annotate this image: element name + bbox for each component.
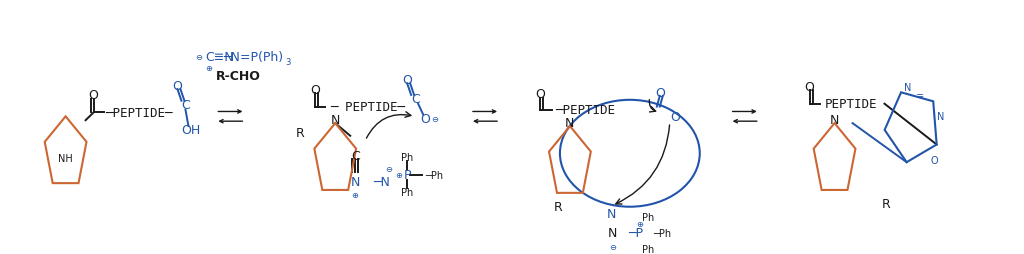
Text: O: O xyxy=(535,88,545,101)
Text: C: C xyxy=(181,99,189,112)
Text: O: O xyxy=(89,89,98,102)
Text: N: N xyxy=(608,227,617,240)
Text: ─ PEPTIDE─: ─ PEPTIDE─ xyxy=(331,101,406,114)
Text: O: O xyxy=(172,80,182,92)
Text: Ph: Ph xyxy=(642,213,654,223)
Text: O: O xyxy=(655,86,665,99)
Text: N: N xyxy=(565,116,574,129)
Text: ─Ph: ─Ph xyxy=(425,170,443,180)
Text: OH: OH xyxy=(181,124,200,137)
Text: Ph: Ph xyxy=(401,187,414,197)
Text: C: C xyxy=(351,149,359,162)
Text: N: N xyxy=(829,113,840,126)
Text: $\ominus$: $\ominus$ xyxy=(431,114,439,123)
Text: N: N xyxy=(350,175,359,188)
Text: O: O xyxy=(310,83,321,96)
Text: R-CHO: R-CHO xyxy=(215,70,260,83)
Text: N: N xyxy=(904,83,911,93)
Text: R: R xyxy=(882,198,891,211)
Text: C≡N: C≡N xyxy=(206,50,234,63)
Text: P: P xyxy=(403,168,411,181)
Text: PEPTIDE: PEPTIDE xyxy=(824,98,878,111)
Text: ─P: ─P xyxy=(628,227,643,240)
Text: Ph: Ph xyxy=(401,153,414,163)
Text: N: N xyxy=(607,207,616,220)
Text: =: = xyxy=(916,91,925,101)
Text: O: O xyxy=(402,74,412,87)
Text: O: O xyxy=(420,112,430,125)
Text: Ph: Ph xyxy=(642,244,654,253)
Text: $\ominus$: $\ominus$ xyxy=(196,52,204,61)
Text: $\oplus$: $\oplus$ xyxy=(351,190,359,199)
Text: C: C xyxy=(411,93,420,106)
Text: $\oplus$: $\oplus$ xyxy=(395,170,403,179)
Text: ─N=P(Ph): ─N=P(Ph) xyxy=(223,50,284,63)
Text: R: R xyxy=(554,200,562,213)
Text: O: O xyxy=(931,155,938,165)
Text: $\ominus$: $\ominus$ xyxy=(608,242,617,251)
Text: $\ominus$: $\ominus$ xyxy=(385,165,393,174)
Text: N: N xyxy=(331,113,340,126)
Text: 3: 3 xyxy=(286,58,291,67)
Text: $\oplus$: $\oplus$ xyxy=(205,64,214,73)
Text: $\oplus$: $\oplus$ xyxy=(636,219,644,228)
Text: ─PEPTIDE─: ─PEPTIDE─ xyxy=(105,106,173,119)
Text: N: N xyxy=(937,112,944,122)
Text: ─N: ─N xyxy=(373,175,390,188)
Text: O: O xyxy=(805,80,814,93)
Text: ─Ph: ─Ph xyxy=(653,228,671,238)
Text: O: O xyxy=(670,110,680,123)
Text: NH: NH xyxy=(58,153,73,164)
Text: R: R xyxy=(296,127,305,140)
Text: ─PEPTIDE: ─PEPTIDE xyxy=(555,104,615,117)
